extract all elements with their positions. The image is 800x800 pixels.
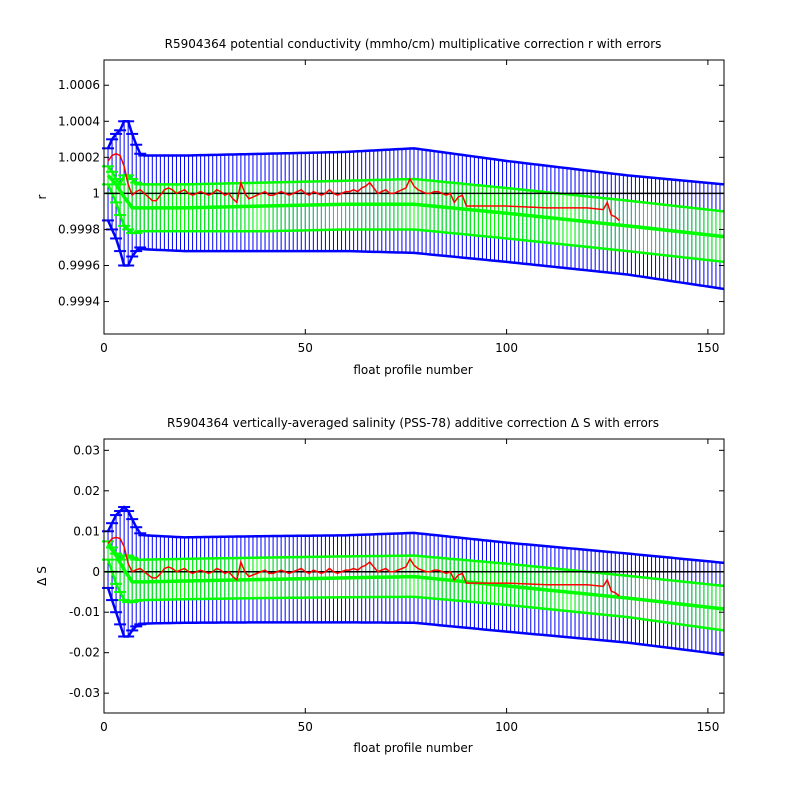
chart-r-y-tick-label: 1.0006 — [58, 78, 100, 92]
chart-r-green-error-band-upper-cap — [107, 165, 725, 213]
chart-delta-s-y-tick-label: -0.02 — [69, 646, 100, 660]
chart-r-blue-error-band-upper-cap — [106, 120, 725, 186]
chart-delta-s-x-tick-label: 50 — [298, 720, 313, 734]
chart-delta-s-green-error-band-upper-cap — [106, 540, 725, 588]
chart-delta-s-green-fit-line — [106, 543, 725, 611]
chart-delta-s-axes-box — [103, 438, 725, 714]
chart-r-green-error-band-lower-cap — [106, 183, 725, 264]
chart-r-y-tick-label: 0.9994 — [58, 295, 100, 309]
chart-delta-s-y-tick-label: 0.01 — [73, 524, 100, 538]
chart-r-y-tick-label: 0.9996 — [58, 259, 100, 273]
chart-r-green-fit-line — [106, 174, 725, 239]
chart-r-x-tick-label: 0 — [100, 341, 108, 355]
chart-r-y-tick-label: 0.9998 — [58, 222, 100, 236]
chart-delta-s-series-layer — [102, 505, 725, 656]
chart-delta-s-y-tick-label: -0.03 — [69, 686, 100, 700]
chart-delta-s-x-axis-label: float profile number — [353, 741, 472, 755]
chart-r-blue-error-band-lower-cap — [106, 219, 725, 291]
chart-delta-s-y-tick-label: 0.03 — [73, 443, 100, 457]
chart-delta-s-blue-error-band-upper-cap — [106, 505, 725, 565]
chart-r: R5904364 potential conductivity (mmho/cm… — [35, 37, 725, 377]
chart-delta-s-title: R5904364 vertically-averaged salinity (P… — [167, 416, 659, 430]
chart-delta-s-x-tick-label: 0 — [100, 720, 108, 734]
chart-r-y-tick-label: 1 — [92, 186, 100, 200]
chart-r-x-tick-label: 150 — [696, 341, 719, 355]
chart-r-title: R5904364 potential conductivity (mmho/cm… — [165, 37, 662, 51]
chart-delta-s-x-tick-label: 150 — [696, 720, 719, 734]
chart-r-x-tick-label: 100 — [495, 341, 518, 355]
chart-delta-s-y-tick-label: -0.01 — [69, 605, 100, 619]
chart-delta-s-x-tick-label: 100 — [495, 720, 518, 734]
chart-delta-s-y-axis-label: Δ S — [35, 566, 49, 586]
chart-r-series-layer — [102, 120, 725, 291]
chart-delta-s-blue-error-band-lower-cap — [106, 587, 725, 656]
chart-delta-s: R5904364 vertically-averaged salinity (P… — [35, 416, 725, 755]
chart-delta-s-green-error-band-lower-cap — [106, 559, 725, 632]
chart-r-x-axis-label: float profile number — [353, 363, 472, 377]
chart-r-axes: 0 50 100 150 0.9994 0.9996 0.9998 1 1.0002 1.0004… — [58, 60, 724, 355]
chart-r-y-tick-label: 1.0002 — [58, 150, 100, 164]
chart-r-red-measured — [107, 152, 620, 221]
chart-delta-s-y-tick-label: 0.02 — [73, 484, 100, 498]
chart-delta-s-blue-error-band — [102, 505, 725, 656]
chart-r-y-axis-label: r — [35, 194, 49, 199]
chart-delta-s-axes: 0 50 100 150 -0.03 -0.02 -0.01 0 0.01 0.02 0.03 — [69, 439, 724, 734]
chart-delta-s-y-tick-label: 0 — [92, 565, 100, 579]
chart-r-axes-box — [103, 59, 725, 335]
chart-r-x-tick-label: 50 — [298, 341, 313, 355]
chart-r-y-tick-label: 1.0004 — [58, 114, 100, 128]
chart-delta-s-red-measured — [107, 536, 620, 597]
